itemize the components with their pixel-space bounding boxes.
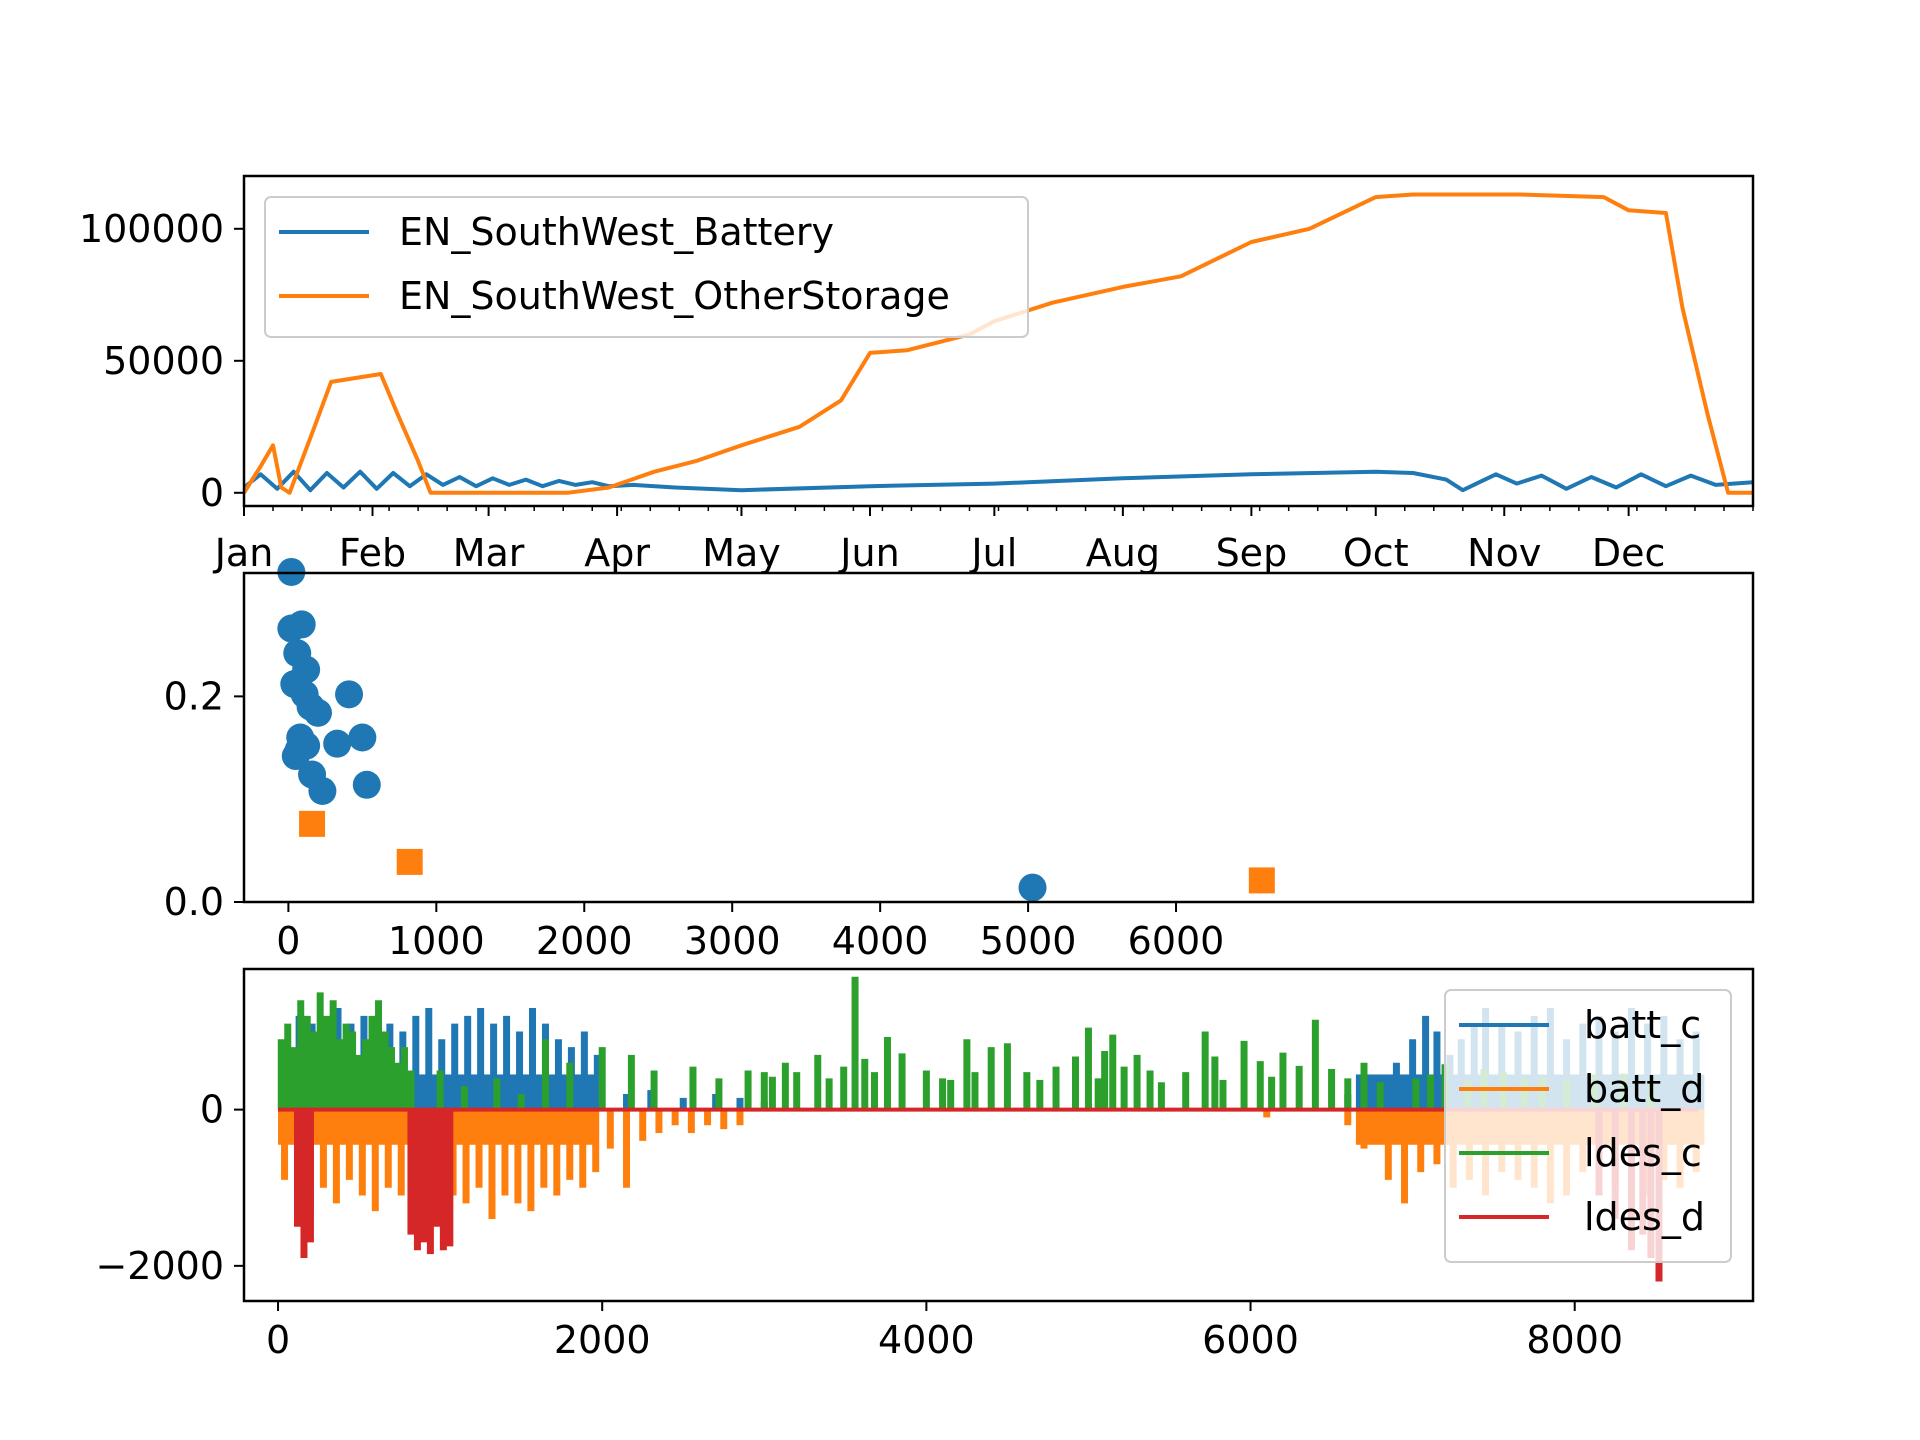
x-tick-label: 5000	[980, 919, 1077, 963]
scatter-point-square	[1248, 867, 1275, 894]
x-tick-label: May	[702, 531, 781, 575]
top-panel: Jan Feb Mar Apr May Jun Jul Aug Sep Oct Nov Dec 0 50…	[79, 174, 1755, 575]
scatter-point	[335, 680, 364, 709]
scatter-point	[352, 770, 381, 799]
x-tick-label: 6000	[1128, 919, 1225, 963]
bottom-panel: 0 2000 4000 6000 8000 −2000 0 batt_c batt_d l…	[95, 967, 1755, 1362]
series-line-en-southwest-otherstorage	[244, 192, 1753, 495]
scatter-point	[348, 723, 377, 752]
x-tick-label: Jul	[969, 531, 1017, 575]
x-tick-label: Nov	[1467, 531, 1541, 575]
x-tick-label: 6000	[1202, 1318, 1299, 1362]
x-tick-label: Sep	[1216, 531, 1288, 575]
x-tick-label: 2000	[554, 1318, 651, 1362]
x-tick-label: 3000	[684, 919, 781, 963]
legend-label-ldes-d: ldes_d	[1584, 1195, 1705, 1239]
legend-label-otherstorage: EN_SouthWest_OtherStorage	[399, 274, 950, 318]
y-tick-label: 0.0	[164, 880, 224, 924]
x-tick-label: Jun	[838, 531, 899, 575]
middle-panel: 0 1000 2000 3000 4000 5000 6000 0.0 0.2	[164, 557, 1755, 963]
x-tick-label: Aug	[1086, 531, 1160, 575]
bottom-axes-frame	[242, 967, 1755, 1303]
scatter-point-square	[299, 810, 326, 837]
top-x-axis: Jan Feb Mar Apr May Jun Jul Aug Sep Oct Nov Dec	[213, 506, 1754, 575]
y-tick-label: 0.2	[164, 674, 224, 718]
scatter-point-square	[396, 848, 423, 875]
bottom-legend-box	[1444, 989, 1732, 1263]
middle-y-axis: 0.0 0.2	[164, 674, 244, 924]
middle-axes-frame	[242, 571, 1755, 904]
legend-label-ldes-c: ldes_c	[1584, 1131, 1702, 1175]
scatter-point	[303, 698, 332, 727]
middle-data-layer	[277, 557, 1275, 902]
y-tick-label: 0	[200, 471, 224, 515]
x-tick-label: Apr	[584, 531, 650, 575]
bottom-x-axis: 0 2000 4000 6000 8000	[266, 1301, 1623, 1362]
x-tick-label: 4000	[832, 919, 929, 963]
x-tick-label: 0	[266, 1318, 290, 1362]
x-tick-label: 2000	[536, 919, 633, 963]
bottom-legend: batt_c batt_d ldes_c ldes_d	[1444, 989, 1732, 1263]
top-legend-box	[264, 196, 1029, 338]
series-ldes-c	[277, 976, 1655, 1110]
scatter-point	[1018, 873, 1047, 902]
x-tick-label: Oct	[1343, 531, 1409, 575]
x-tick-label: Mar	[453, 531, 525, 575]
middle-axes-background	[244, 573, 1753, 902]
y-tick-label: 50000	[103, 339, 224, 383]
scatter-point	[277, 614, 306, 643]
y-tick-label: −2000	[95, 1244, 224, 1288]
x-tick-label: 1000	[388, 919, 485, 963]
scatter-point	[284, 735, 313, 764]
top-axes-frame	[242, 174, 1755, 508]
scatter-point	[323, 729, 352, 758]
x-tick-label: 8000	[1526, 1318, 1623, 1362]
top-y-axis: 0 50000 100000	[79, 207, 244, 515]
x-tick-label: 0	[276, 919, 300, 963]
top-data-layer	[244, 192, 1753, 495]
series-line-en-southwest-battery	[244, 469, 1753, 493]
x-tick-label: Dec	[1592, 531, 1666, 575]
bottom-y-axis: −2000 0	[95, 1088, 244, 1288]
x-tick-label: 4000	[878, 1318, 975, 1362]
y-tick-label: 100000	[79, 207, 224, 251]
x-tick-label: Feb	[339, 531, 406, 575]
middle-x-axis: 0 1000 2000 3000 4000 5000 6000	[276, 902, 1224, 963]
legend-label-batt-d: batt_d	[1584, 1067, 1704, 1111]
legend-label-batt-c: batt_c	[1584, 1003, 1701, 1047]
y-tick-label: 0	[200, 1088, 224, 1132]
scatter-point	[308, 776, 337, 805]
x-tick-label: Jan	[213, 531, 274, 575]
top-legend: EN_SouthWest_Battery EN_SouthWest_OtherS…	[264, 196, 1029, 338]
legend-label-battery: EN_SouthWest_Battery	[399, 210, 834, 254]
